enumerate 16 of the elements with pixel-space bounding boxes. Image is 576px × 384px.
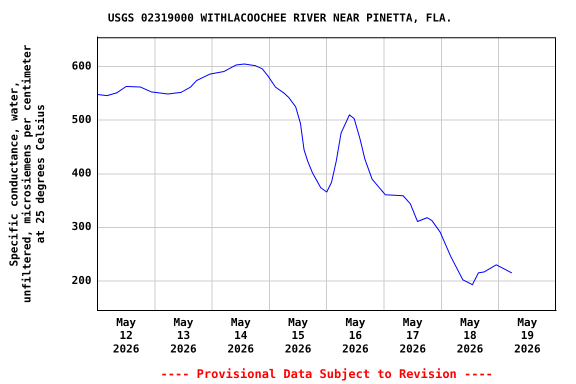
x-tick-label: May 15 2026 [284, 316, 312, 356]
x-tick-label: May 12 2026 [112, 316, 140, 356]
x-tick-label: May 19 2026 [514, 316, 541, 356]
y-tick-label: 200 [72, 274, 92, 287]
x-tick-label: May 18 2026 [456, 316, 484, 356]
x-tick-label: May 13 2026 [170, 316, 198, 356]
y-tick-label: 400 [72, 166, 92, 180]
y-axis-title: Specific conductance, water, unfiltered, microsiemens per centimeter at 25 degrees Celsius [7, 44, 47, 303]
chart-title: USGS 02319000 WITHLACOOCHEE RIVER NEAR PINETTA, FLA. [108, 11, 452, 24]
y-tick-label: 500 [72, 113, 92, 126]
y-tick-label: 600 [72, 60, 92, 73]
text: ---- Provisional Data Subject to Revision ---- [160, 367, 493, 382]
x-tick-label: May 17 2026 [399, 316, 426, 356]
x-tick-label: May 16 2026 [342, 316, 370, 356]
y-tick-label: 300 [72, 220, 92, 234]
x-tick-label: May 14 2026 [228, 316, 254, 356]
